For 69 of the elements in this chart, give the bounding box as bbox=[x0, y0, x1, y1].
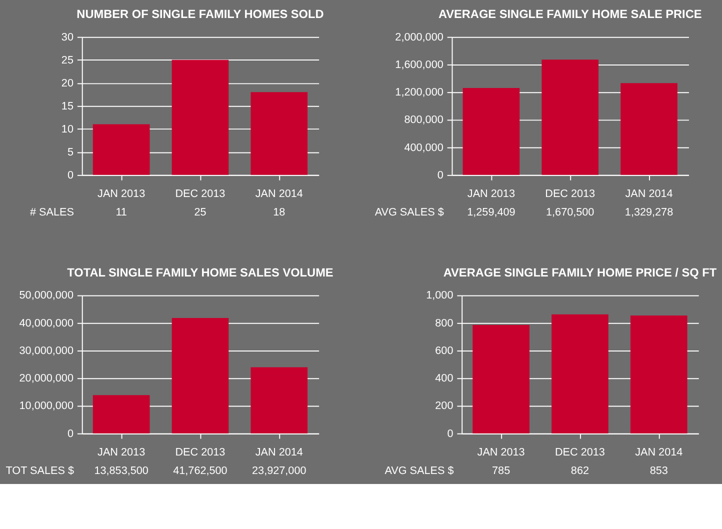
text: TOT SALES $ bbox=[6, 464, 74, 477]
y-tick-label: 25 bbox=[61, 54, 74, 66]
data-label: 1,329,278 bbox=[624, 206, 674, 218]
y-tick-label: 600 bbox=[435, 344, 454, 357]
y-tick-label: 1,600,000 bbox=[395, 58, 444, 71]
data-label: 11 bbox=[116, 206, 127, 218]
y-tick-label: 800,000 bbox=[404, 114, 444, 126]
data-label: 785 bbox=[492, 464, 510, 477]
data-label: 1,670,500 bbox=[546, 206, 594, 218]
chart-title: NUMBER OF SINGLE FAMILY HOMES SOLD bbox=[76, 7, 324, 22]
data-label: 41,762,500 bbox=[173, 464, 228, 477]
y-tick-label: 0 bbox=[67, 169, 74, 182]
y-tick-label: 0 bbox=[67, 428, 74, 440]
y-tick-label: 1,200,000 bbox=[395, 86, 444, 99]
data-label: 18 bbox=[273, 206, 286, 218]
x-tick-label: JAN 2013 bbox=[467, 188, 515, 200]
x-tick-label: JAN 2014 bbox=[625, 188, 673, 200]
x-tick-label: JAN 2013 bbox=[98, 188, 146, 200]
bar bbox=[542, 60, 599, 175]
bar bbox=[462, 88, 520, 175]
data-label: 862 bbox=[570, 464, 590, 477]
y-tick-label: 800 bbox=[435, 317, 454, 330]
y-tick-label: 20,000,000 bbox=[19, 372, 74, 385]
x-tick-label: JAN 2013 bbox=[98, 446, 146, 459]
x-tick-label: DEC 2013 bbox=[545, 188, 596, 200]
bar bbox=[552, 314, 608, 434]
text: AVG SALES $ bbox=[384, 464, 454, 477]
y-tick-label: 15 bbox=[61, 100, 74, 112]
chart-title: TOTAL SINGLE FAMILY HOME SALES VOLUME bbox=[67, 266, 334, 280]
bar bbox=[630, 316, 688, 434]
chart-title: AVERAGE SINGLE FAMILY HOME SALE PRICE bbox=[438, 7, 702, 22]
x-tick-label: DEC 2013 bbox=[175, 188, 226, 200]
x-tick-label: JAN 2014 bbox=[255, 446, 303, 459]
bar bbox=[92, 124, 150, 175]
y-tick-label: 1,000 bbox=[426, 290, 454, 302]
text: # SALES bbox=[30, 206, 74, 218]
y-tick-label: 2,000,000 bbox=[395, 31, 444, 44]
chart-title: AVERAGE SINGLE FAMILY HOME PRICE / SQ FT bbox=[443, 266, 718, 280]
y-tick-label: 0 bbox=[447, 428, 454, 440]
y-tick-label: 0 bbox=[437, 169, 444, 182]
y-tick-label: 10 bbox=[61, 123, 74, 136]
bar bbox=[92, 395, 150, 434]
bar bbox=[172, 318, 229, 434]
y-tick-label: 10,000,000 bbox=[19, 400, 74, 412]
y-tick-label: 50,000,000 bbox=[19, 290, 74, 302]
x-tick-label: DEC 2013 bbox=[175, 446, 226, 459]
x-tick-label: DEC 2013 bbox=[554, 446, 605, 459]
y-tick-label: 30,000,000 bbox=[19, 344, 74, 357]
text: AVG SALES $ bbox=[374, 206, 444, 218]
y-tick-label: 400,000 bbox=[404, 142, 444, 154]
bar bbox=[250, 367, 308, 434]
y-tick-label: 30 bbox=[61, 31, 74, 44]
x-tick-label: JAN 2013 bbox=[477, 446, 525, 459]
y-tick-label: 40,000,000 bbox=[19, 317, 74, 330]
data-label: 13,853,500 bbox=[94, 464, 148, 477]
bar bbox=[250, 92, 308, 175]
y-tick-label: 200 bbox=[435, 400, 454, 412]
data-label: 853 bbox=[650, 464, 668, 477]
data-label: 1,259,409 bbox=[467, 206, 516, 218]
bar bbox=[172, 60, 229, 175]
y-tick-label: 400 bbox=[435, 372, 454, 385]
y-tick-label: 20 bbox=[61, 77, 74, 90]
bar bbox=[620, 83, 678, 175]
data-label: 25 bbox=[194, 206, 206, 218]
x-tick-label: JAN 2014 bbox=[635, 446, 683, 459]
data-label: 23,927,000 bbox=[252, 464, 306, 477]
x-tick-label: JAN 2014 bbox=[255, 188, 303, 200]
y-tick-label: 5 bbox=[67, 146, 74, 158]
bar bbox=[472, 324, 530, 434]
